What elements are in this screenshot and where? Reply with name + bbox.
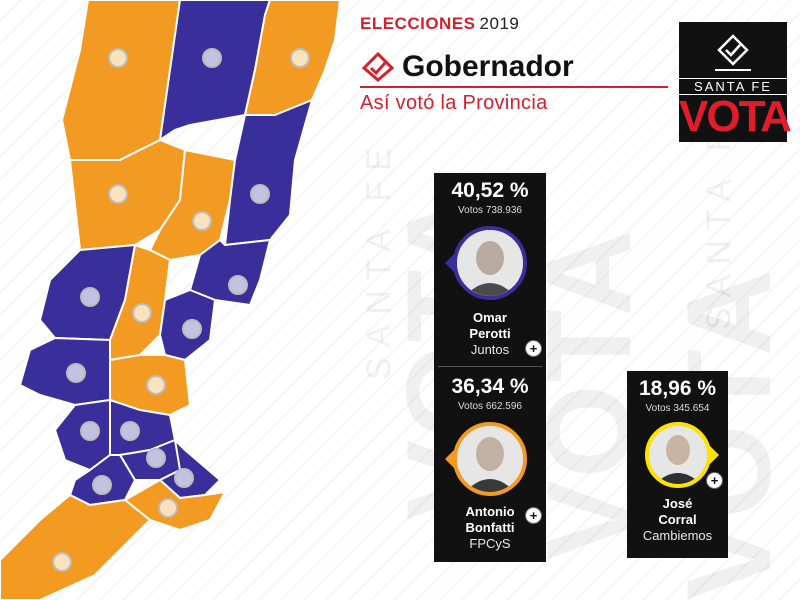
candidate-party: Juntos [470, 342, 510, 357]
department-6[interactable] [224, 99, 313, 246]
map-marker[interactable] [158, 498, 178, 518]
province-map[interactable] [0, 0, 360, 600]
pointer-icon [709, 446, 719, 464]
candidate-last-name: Bonfatti [465, 520, 515, 535]
watermark-santafe-1: SANTA FE [360, 138, 398, 380]
candidate-perotti[interactable]: 40,52 % Votos 738.936 Omar Perotti Junto… [434, 173, 546, 363]
map-marker[interactable] [290, 48, 310, 68]
map-marker[interactable] [80, 421, 100, 441]
card-divider [438, 366, 542, 367]
candidate-last-name: Perotti [469, 326, 511, 341]
candidates-card-main: 40,52 % Votos 738.936 Omar Perotti Junto… [434, 173, 546, 562]
page-subtitle: Así votó la Provincia [360, 92, 548, 114]
candidate-votes: Votos 738.936 [458, 205, 522, 216]
candidate-percent: 40,52 % [451, 179, 529, 202]
candidate-percent: 36,34 % [451, 375, 529, 398]
map-marker[interactable] [92, 475, 112, 495]
map-marker[interactable] [192, 211, 212, 231]
ballot-box-icon [715, 34, 751, 71]
santa-fe-vota-logo: SANTA FE VOTA [679, 22, 792, 142]
map-marker[interactable] [52, 552, 72, 572]
map-marker[interactable] [146, 375, 166, 395]
person-icon [457, 230, 523, 296]
pointer-icon [445, 254, 454, 272]
map-marker[interactable] [80, 287, 100, 307]
avatar [644, 422, 711, 488]
header: ELECCIONES 2019 Gobernador Así votó la Pr… [360, 14, 670, 115]
candidate-last-name: Corral [658, 512, 697, 527]
candidate-votes: Votos 345.654 [645, 403, 710, 414]
map-marker[interactable] [202, 48, 222, 68]
person-icon [457, 426, 523, 492]
candidate-party: FPCyS [469, 536, 511, 551]
department-19[interactable] [0, 494, 151, 600]
map-marker[interactable] [132, 303, 152, 323]
pointer-icon [445, 450, 454, 468]
map-marker[interactable] [66, 363, 86, 383]
elections-year: 2019 [479, 14, 520, 33]
map-marker[interactable] [120, 421, 140, 441]
page-title: Gobernador [402, 50, 574, 83]
person-icon [648, 426, 707, 484]
elections-text: ELECCIONES [360, 14, 476, 33]
plus-icon[interactable]: + [525, 507, 542, 524]
map-marker[interactable] [182, 319, 202, 339]
candidate-party: Cambiemos [642, 528, 713, 543]
map-marker[interactable] [250, 184, 270, 204]
department-11[interactable] [19, 337, 111, 406]
candidate-first-name: José [662, 496, 693, 511]
candidate-votes: Votos 662.596 [458, 401, 522, 412]
map-marker[interactable] [228, 275, 248, 295]
elections-label: ELECCIONES 2019 [360, 14, 670, 34]
logo-santa-fe: SANTA FE [679, 78, 787, 95]
map-marker[interactable] [108, 184, 128, 204]
ballot-icon [361, 52, 395, 82]
candidate-first-name: Omar [473, 310, 507, 325]
plus-icon[interactable]: + [706, 472, 723, 489]
avatar [453, 422, 527, 496]
candidate-percent: 18,96 % [638, 377, 717, 400]
plus-icon[interactable]: + [525, 340, 542, 357]
map-marker[interactable] [174, 468, 194, 488]
candidate-first-name: Antonio [465, 504, 515, 519]
logo-vota: VOTA [679, 92, 792, 141]
title-divider [360, 86, 668, 88]
department-8[interactable] [109, 244, 171, 361]
map-marker[interactable] [146, 448, 166, 468]
avatar [453, 226, 527, 300]
candidate-bonfatti[interactable]: 36,34 % Votos 662.596 Antonio Bonfatti F… [434, 369, 546, 559]
map-marker[interactable] [108, 48, 128, 68]
candidate-corral[interactable]: 18,96 % Votos 345.654 José Corral Cambie… [627, 371, 728, 558]
